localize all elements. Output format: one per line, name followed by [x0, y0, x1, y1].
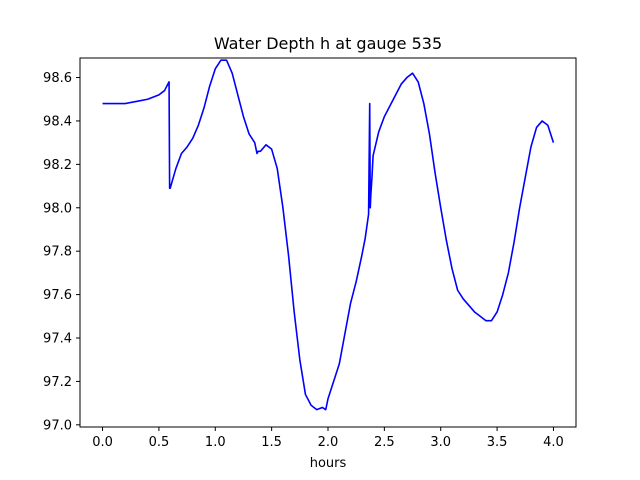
- x-tick-label: 1.0: [205, 435, 226, 450]
- y-tick-label: 98.0: [43, 201, 72, 216]
- y-tick-label: 98.4: [43, 114, 72, 129]
- plot-area: [102, 59, 555, 411]
- y-tick-label: 97.6: [43, 288, 72, 303]
- x-tick-label: 3.0: [430, 435, 451, 450]
- y-tick-label: 98.6: [43, 71, 72, 86]
- plot-frame: [79, 57, 577, 428]
- x-axis: 0.0 0.5 1.0 1.5 2.0 2.5 3.0 3.5 4.0: [92, 427, 564, 450]
- chart-title: Water Depth h at gauge 535: [214, 34, 442, 53]
- y-tick-label: 97.0: [43, 418, 72, 433]
- x-tick-label: 3.5: [487, 435, 508, 450]
- x-tick-label: 4.0: [543, 435, 564, 450]
- x-tick-label: 0.5: [149, 435, 170, 450]
- y-tick-label: 98.2: [43, 158, 72, 173]
- y-axis: 97.0 97.2 97.4 97.6 97.8 98.0 98.2 98.4 98.6: [43, 71, 80, 433]
- y-tick-label: 97.2: [43, 375, 72, 390]
- x-tick-label: 2.5: [374, 435, 395, 450]
- x-tick-label: 2.0: [318, 435, 339, 450]
- x-axis-label: hours: [310, 456, 347, 471]
- series-line-0: [102, 59, 555, 411]
- y-tick-label: 97.8: [43, 245, 72, 260]
- y-tick-label: 97.4: [43, 332, 72, 347]
- x-tick-label: 1.5: [261, 435, 282, 450]
- x-tick-label: 0.0: [92, 435, 113, 450]
